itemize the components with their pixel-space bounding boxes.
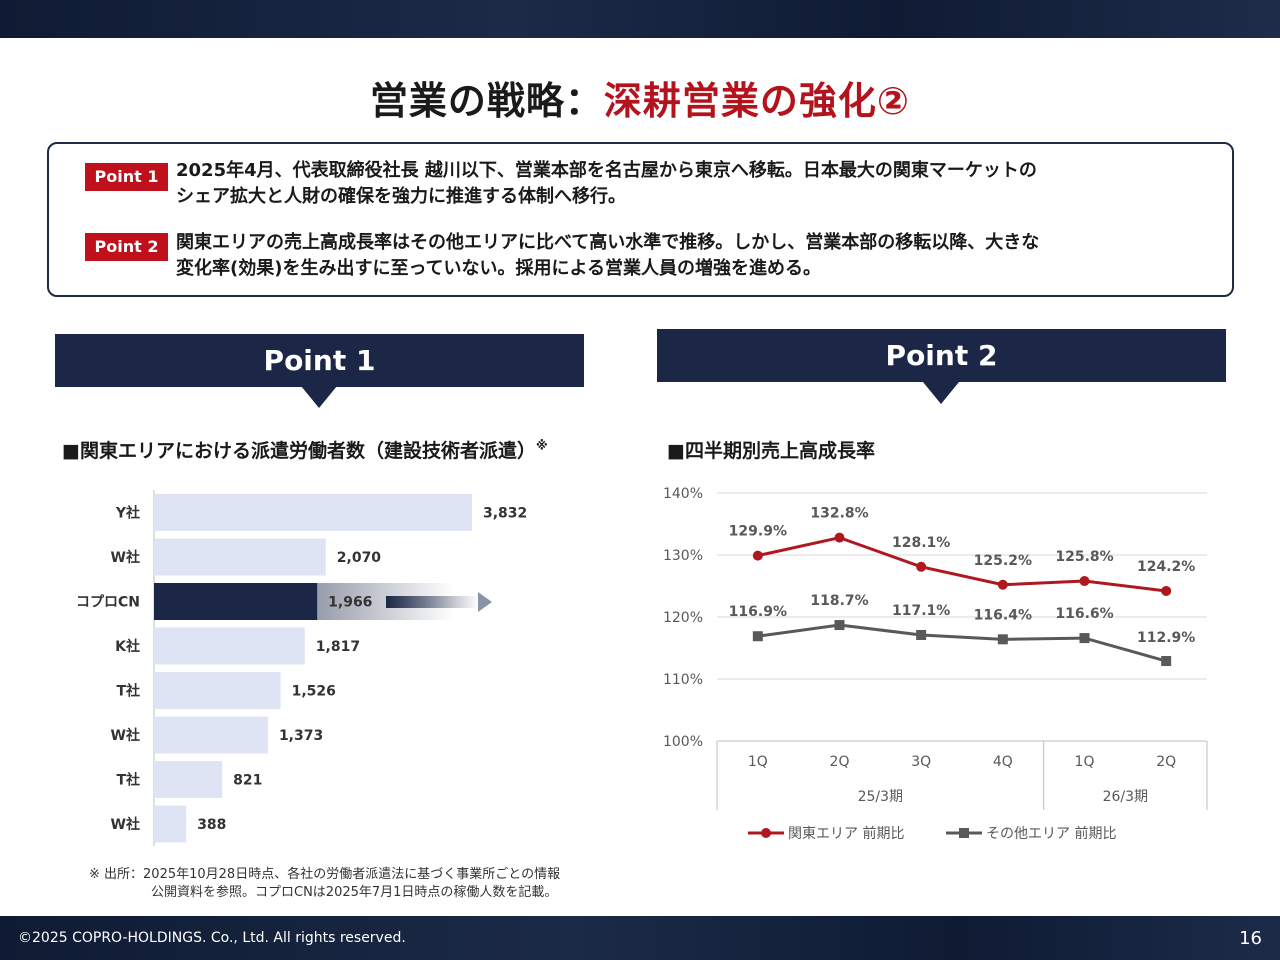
source-note: ※ 出所：2025年10月28日時点、各社の労働者派遣法に基づく事業所ごとの情報…: [89, 866, 560, 902]
data-point: [1079, 576, 1090, 587]
point2-panel-header: Point 2: [657, 329, 1226, 382]
series-line: [757, 536, 1167, 593]
bar-chart-subtitle-text: ■関東エリアにおける派遣労働者数（建設技術者派遣）: [62, 440, 536, 462]
highlight-arrow-shaft: [386, 596, 478, 608]
bar-chart: Y社 3,832 W社 2,070 コプロCN 1,966 K社 1,817 T社 1,526 W社…: [76, 490, 527, 846]
data-label: 116.4%: [974, 607, 1032, 623]
bar-value-label: 2,070: [337, 550, 382, 566]
point2-line1: 関東エリアの売上高成長率はその他エリアに比べて高い水準で推移。しかし、営業本部の…: [176, 232, 1040, 253]
y-tick-label: 110%: [663, 672, 703, 688]
bar: [154, 805, 187, 843]
x-tick-label: 4Q: [993, 754, 1013, 770]
x-tick-label: 1Q: [1075, 754, 1095, 770]
point1-line1: 2025年4月、代表取締役社長 越川以下、営業本部を名古屋から東京へ移転。日本最…: [176, 160, 1037, 181]
source-note-line2: 公開資料を参照。コプロCNは2025年7月1日時点の稼働人数を記載。: [151, 885, 558, 900]
data-point: [752, 631, 763, 642]
data-label: 118.7%: [810, 593, 868, 609]
y-tick-label: 130%: [663, 548, 703, 564]
bar-category-label: W社: [111, 549, 140, 566]
data-point: [1161, 656, 1172, 667]
data-point: [916, 629, 927, 640]
legend-label: その他エリア 前期比: [986, 825, 1116, 842]
data-label: 124.2%: [1137, 559, 1195, 575]
data-point: [834, 532, 845, 543]
bar-category-label: W社: [111, 727, 140, 744]
data-point: [997, 579, 1008, 590]
bar-value-label: 1,966: [328, 595, 372, 611]
data-label: 116.9%: [729, 604, 787, 620]
point1-text: 2025年4月、代表取締役社長 越川以下、営業本部を名古屋から東京へ移転。日本最…: [176, 158, 1216, 210]
bar-value-label: 388: [197, 817, 226, 833]
footer-band: [0, 916, 1280, 960]
source-note-line1: ※ 出所：2025年10月28日時点、各社の労働者派遣法に基づく事業所ごとの情報: [89, 867, 561, 882]
title-accent: 深耕営業の強化②: [603, 79, 911, 123]
point2-arrow-icon: [923, 382, 959, 404]
data-point: [916, 561, 927, 572]
bar: [154, 627, 305, 665]
bar-value-label: 1,817: [316, 639, 360, 655]
legend-label: 関東エリア 前期比: [788, 825, 904, 842]
bar-chart-subtitle: ■関東エリアにおける派遣労働者数（建設技術者派遣）※: [62, 436, 548, 463]
points-summary-box: [47, 142, 1234, 297]
title-main: 営業の戦略：: [369, 79, 604, 123]
point2-badge: Point 2: [85, 233, 168, 261]
bar-category-label: K社: [115, 638, 140, 655]
legend-marker-icon: [761, 828, 771, 838]
data-label: 125.2%: [974, 553, 1032, 569]
bar-category-label: W社: [111, 816, 140, 833]
bar-category-label: T社: [116, 683, 140, 700]
series-line: [757, 623, 1167, 663]
point1-arrow-icon: [301, 386, 337, 408]
data-point: [752, 550, 763, 561]
bar: [154, 672, 281, 709]
bar-category-label: Y社: [115, 505, 140, 522]
y-tick-label: 100%: [663, 734, 703, 750]
y-tick-label: 120%: [663, 610, 703, 626]
x-group-label: 25/3期: [858, 789, 903, 805]
point1-panel-header: Point 1: [55, 334, 584, 387]
bar: [154, 494, 472, 531]
data-point: [834, 620, 845, 631]
data-label: 128.1%: [892, 535, 950, 551]
point2-line2: 変化率(効果)を生み出すに至っていない。採用による営業人員の増強を進める。: [176, 258, 822, 279]
highlight-arrow-head-icon: [478, 592, 492, 612]
bar-category-label: コプロCN: [76, 595, 140, 611]
bar-category-label: T社: [116, 772, 140, 789]
legend-marker-icon: [959, 828, 969, 838]
footnote-mark: ※: [535, 438, 548, 453]
y-tick-label: 140%: [663, 486, 703, 502]
data-label: 112.9%: [1137, 630, 1195, 646]
bar: [154, 538, 326, 576]
x-tick-label: 2Q: [1156, 754, 1176, 770]
data-point: [997, 634, 1008, 645]
x-tick-label: 3Q: [911, 754, 931, 770]
x-tick-label: 2Q: [830, 754, 850, 770]
bar: [154, 583, 318, 620]
x-tick-label: 1Q: [748, 754, 768, 770]
page-number: 16: [1239, 928, 1262, 949]
point1-line2: シェア拡大と人財の確保を強力に推進する体制へ移行。: [176, 186, 626, 207]
point2-text: 関東エリアの売上高成長率はその他エリアに比べて高い水準で推移。しかし、営業本部の…: [176, 230, 1216, 282]
bar-value-label: 1,526: [292, 684, 336, 700]
bar-value-label: 821: [233, 773, 262, 789]
line-chart-subtitle: ■四半期別売上高成長率: [667, 440, 875, 462]
data-point: [1161, 585, 1172, 596]
x-group-label: 26/3期: [1103, 789, 1148, 805]
data-label: 117.1%: [892, 603, 950, 619]
bar-value-label: 1,373: [279, 728, 323, 744]
point1-badge: Point 1: [85, 163, 168, 191]
page-title: 営業の戦略：深耕営業の強化②: [0, 70, 1280, 125]
data-label: 125.8%: [1055, 549, 1113, 565]
bar: [154, 716, 268, 754]
top-banner: [0, 0, 1280, 38]
data-label: 132.8%: [810, 506, 868, 522]
bar-value-label: 3,832: [483, 506, 527, 522]
data-label: 129.9%: [729, 524, 787, 540]
line-chart: 100% 110% 120% 130% 140% 25/3期 26/3期 1Q 2Q 3Q 4Q 1Q…: [663, 486, 1208, 842]
copyright-text: ©2025 COPRO-HOLDINGS. Co., Ltd. All righ…: [18, 930, 406, 946]
data-point: [1079, 633, 1090, 644]
bar: [154, 761, 223, 798]
data-label: 116.6%: [1055, 606, 1113, 622]
